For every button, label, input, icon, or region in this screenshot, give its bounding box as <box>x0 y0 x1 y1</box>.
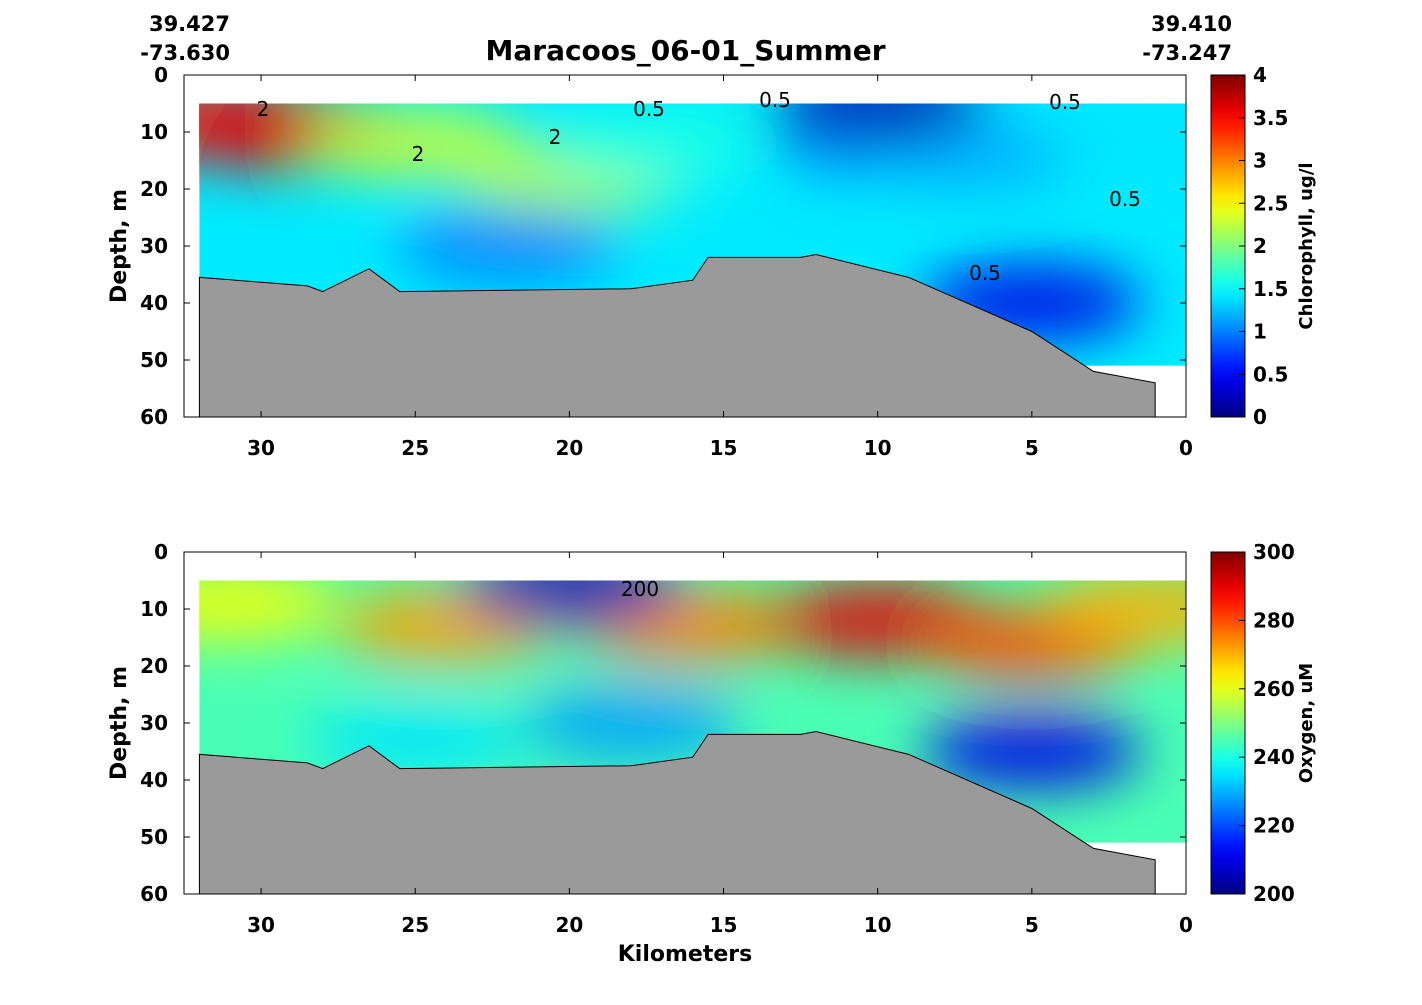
y-tick-label-2: 20 <box>140 177 168 201</box>
contour-label-5: 0.5 <box>1049 90 1081 114</box>
colorbar-tick-label-7: 3.5 <box>1253 106 1288 130</box>
y-tick-label-3: 30 <box>140 711 168 735</box>
x-tick-label-0: 30 <box>247 913 275 937</box>
seafloor <box>198 731 1156 895</box>
y-tick-label-6: 60 <box>140 882 168 906</box>
corner-left-coords: 39.427 -73.630 <box>120 10 230 68</box>
colorbar-label: Oxygen, uM <box>1296 663 1317 783</box>
x-tick-label-2: 20 <box>555 913 583 937</box>
x-tick-label-0: 30 <box>247 436 275 460</box>
colorbar <box>1210 551 1246 895</box>
field-sample-8 <box>397 208 618 284</box>
seafloor <box>198 254 1156 418</box>
y-tick-label-0: 0 <box>154 63 168 87</box>
corner-left-lat: 39.427 <box>148 12 230 36</box>
contour-label-7: 0.5 <box>969 261 1001 285</box>
x-tick-label-6: 0 <box>1179 436 1193 460</box>
field-sample-4 <box>551 105 772 182</box>
y-tick-label-0: 0 <box>154 540 168 564</box>
colorbar-tick-label-5: 2.5 <box>1253 191 1288 215</box>
colorbar-tick-label-8: 4 <box>1253 63 1267 87</box>
colorbar-label: Chlorophyll, ug/l <box>1296 162 1317 329</box>
y-tick-label-6: 60 <box>140 405 168 429</box>
colorbar-tick-label-3: 1.5 <box>1253 277 1288 301</box>
contour-label-0: 200 <box>621 577 659 601</box>
corner-right-coords: 39.410 -73.247 <box>1122 10 1232 68</box>
y-tick-label-1: 10 <box>140 120 168 144</box>
colorbar-tick-label-2: 1 <box>1253 320 1267 344</box>
y-tick-label-3: 30 <box>140 234 168 258</box>
y-tick-label-5: 50 <box>140 825 168 849</box>
field-sample-10 <box>767 103 988 142</box>
colorbar-tick-label-0: 200 <box>1253 882 1295 906</box>
x-tick-label-1: 25 <box>401 436 429 460</box>
y-axis-label: Depth, m <box>107 189 132 303</box>
contour-label-0: 2 <box>257 97 270 121</box>
corner-right-lon: -73.247 <box>1142 41 1232 65</box>
contour-label-1: 2 <box>412 142 425 166</box>
x-tick-label-6: 0 <box>1179 913 1193 937</box>
y-tick-label-4: 40 <box>140 291 168 315</box>
colorbar-tick-label-2: 240 <box>1253 745 1295 769</box>
x-tick-label-4: 10 <box>864 436 892 460</box>
x-tick-label-2: 20 <box>555 436 583 460</box>
field-sample-7 <box>1045 103 1186 170</box>
field-sample-5 <box>1045 580 1186 647</box>
corner-left-lon: -73.630 <box>140 41 230 65</box>
field-sample-7 <box>521 685 742 761</box>
y-tick-label-2: 20 <box>140 654 168 678</box>
data-field <box>199 103 1186 366</box>
y-axis-label: Depth, m <box>107 666 132 780</box>
y-tick-label-5: 50 <box>140 348 168 372</box>
x-tick-label-3: 15 <box>710 913 738 937</box>
x-tick-label-5: 5 <box>1025 913 1039 937</box>
colorbar-tick-label-3: 260 <box>1253 677 1295 701</box>
chart-title: Maracoos_06-01_Summer <box>485 34 886 67</box>
colorbar-tick-label-5: 300 <box>1253 540 1295 564</box>
field-sample-0 <box>199 580 341 642</box>
field-sample-9 <box>459 580 680 625</box>
y-tick-label-1: 10 <box>140 597 168 621</box>
colorbar-tick-label-6: 3 <box>1253 149 1267 173</box>
contour-label-2: 2 <box>549 125 562 149</box>
x-axis-label: Kilometers <box>618 942 752 967</box>
contour-label-3: 0.5 <box>633 97 665 121</box>
x-tick-label-5: 5 <box>1025 436 1039 460</box>
x-tick-label-4: 10 <box>864 913 892 937</box>
corner-right-lat: 39.410 <box>1150 12 1232 36</box>
colorbar-tick-label-4: 280 <box>1253 608 1295 632</box>
x-tick-label-3: 15 <box>710 436 738 460</box>
colorbar-tick-label-1: 220 <box>1253 814 1295 838</box>
contour-label-6: 0.5 <box>1109 187 1141 211</box>
contour-label-4: 0.5 <box>759 88 791 112</box>
colorbar-tick-label-1: 0.5 <box>1253 362 1288 386</box>
colorbar-tick-label-4: 2 <box>1253 234 1267 258</box>
field-sample-8 <box>921 713 1142 790</box>
x-tick-label-1: 25 <box>401 913 429 937</box>
y-tick-label-4: 40 <box>140 768 168 792</box>
colorbar-tick-label-0: 0 <box>1253 405 1267 429</box>
